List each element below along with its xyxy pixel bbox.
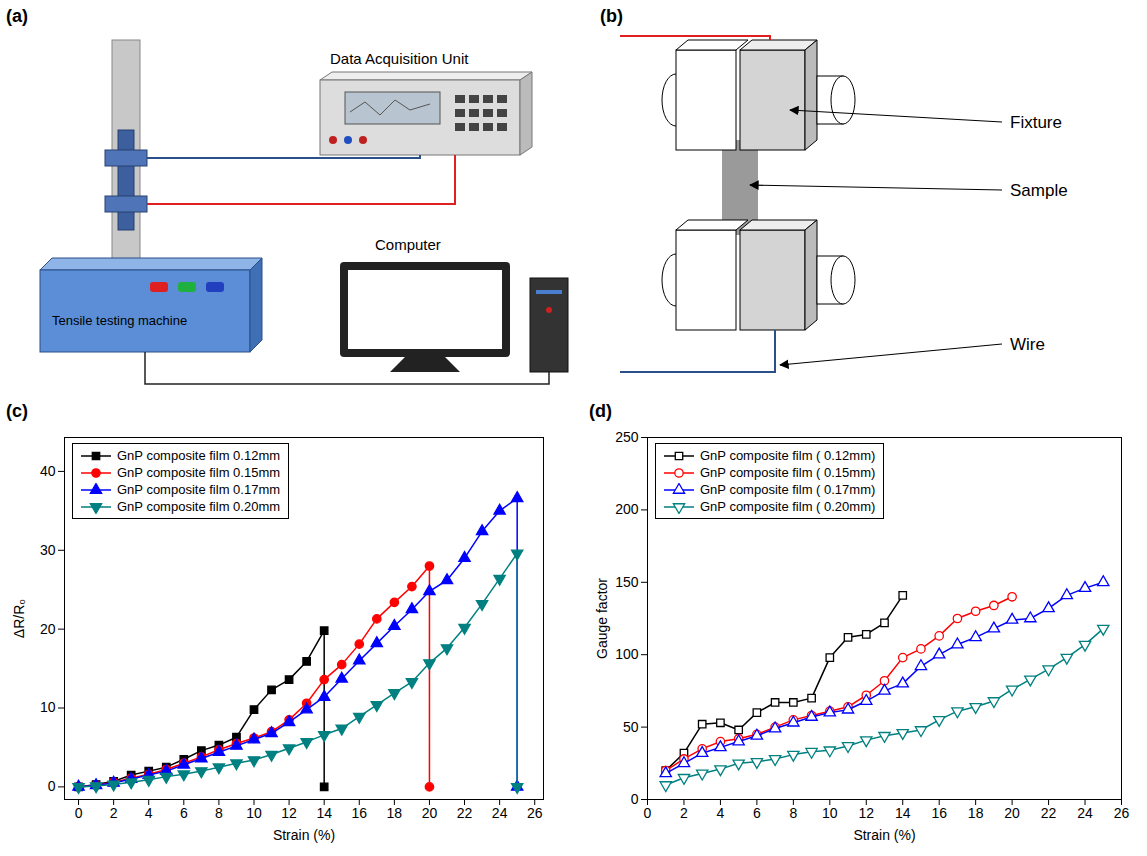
svg-text:10: 10 <box>40 699 56 715</box>
svg-text:20: 20 <box>1004 805 1020 821</box>
svg-text:Fixture: Fixture <box>1010 113 1062 132</box>
svg-text:30: 30 <box>40 542 56 558</box>
html-text:GnP composite film ( 0.12mm): GnP composite film ( 0.12mm) <box>700 448 876 463</box>
svg-text:Computer: Computer <box>375 236 441 253</box>
svg-text:10: 10 <box>246 805 262 821</box>
svg-text:250: 250 <box>615 429 639 445</box>
svg-text:0: 0 <box>75 805 83 821</box>
svg-text:Gauge factor: Gauge factor <box>594 578 610 659</box>
svg-text:150: 150 <box>615 574 639 590</box>
svg-text:20: 20 <box>422 805 438 821</box>
html-text:GnP composite film 0.20mm: GnP composite film 0.20mm <box>117 499 280 514</box>
svg-text:(b): (b) <box>600 6 623 26</box>
svg-text:26: 26 <box>527 805 543 821</box>
html-text:GnP composite film ( 0.15mm): GnP composite film ( 0.15mm) <box>700 465 876 480</box>
svg-text:Tensile testing machine: Tensile testing machine <box>52 313 187 328</box>
svg-text:(a): (a) <box>6 6 28 26</box>
svg-text:26: 26 <box>1114 805 1130 821</box>
svg-text:2: 2 <box>680 805 688 821</box>
svg-text:16: 16 <box>351 805 367 821</box>
svg-text:4: 4 <box>145 805 153 821</box>
svg-text:50: 50 <box>623 719 639 735</box>
svg-text:14: 14 <box>316 805 332 821</box>
svg-text:Strain (%): Strain (%) <box>273 827 335 843</box>
svg-text:40: 40 <box>40 463 56 479</box>
svg-text:22: 22 <box>1041 805 1057 821</box>
html-text:GnP composite film 0.12mm: GnP composite film 0.12mm <box>117 448 280 463</box>
svg-text:6: 6 <box>180 805 188 821</box>
html-text:(d): (d) <box>589 401 612 421</box>
svg-text:0: 0 <box>644 805 652 821</box>
svg-text:14: 14 <box>895 805 911 821</box>
svg-text:18: 18 <box>387 805 403 821</box>
svg-text:Data Acquisition Unit: Data Acquisition Unit <box>330 50 469 67</box>
html-text:GnP composite film 0.15mm: GnP composite film 0.15mm <box>117 465 280 480</box>
svg-text:Sample: Sample <box>1010 181 1068 200</box>
svg-text:8: 8 <box>215 805 223 821</box>
svg-text:22: 22 <box>457 805 473 821</box>
svg-text:8: 8 <box>789 805 797 821</box>
svg-text:24: 24 <box>1077 805 1093 821</box>
svg-text:12: 12 <box>858 805 874 821</box>
svg-text:100: 100 <box>615 646 639 662</box>
svg-text:18: 18 <box>968 805 984 821</box>
svg-text:Wire: Wire <box>1010 335 1045 354</box>
svg-text:24: 24 <box>492 805 508 821</box>
html-text:(c): (c) <box>6 401 28 421</box>
html-text:GnP composite film ( 0.20mm): GnP composite film ( 0.20mm) <box>700 499 876 514</box>
svg-text:0: 0 <box>48 778 56 794</box>
svg-text:12: 12 <box>281 805 297 821</box>
svg-text:20: 20 <box>40 621 56 637</box>
svg-text:200: 200 <box>615 501 639 517</box>
svg-text:Strain (%): Strain (%) <box>853 827 915 843</box>
svg-text:2: 2 <box>110 805 118 821</box>
svg-text:ΔR/R₀: ΔR/R₀ <box>11 599 27 638</box>
svg-text:6: 6 <box>753 805 761 821</box>
svg-text:10: 10 <box>822 805 838 821</box>
html-text:GnP composite film ( 0.17mm): GnP composite film ( 0.17mm) <box>700 482 876 497</box>
html-text:GnP composite film 0.17mm: GnP composite film 0.17mm <box>117 482 280 497</box>
svg-text:4: 4 <box>717 805 725 821</box>
svg-text:0: 0 <box>631 791 639 807</box>
svg-text:16: 16 <box>931 805 947 821</box>
